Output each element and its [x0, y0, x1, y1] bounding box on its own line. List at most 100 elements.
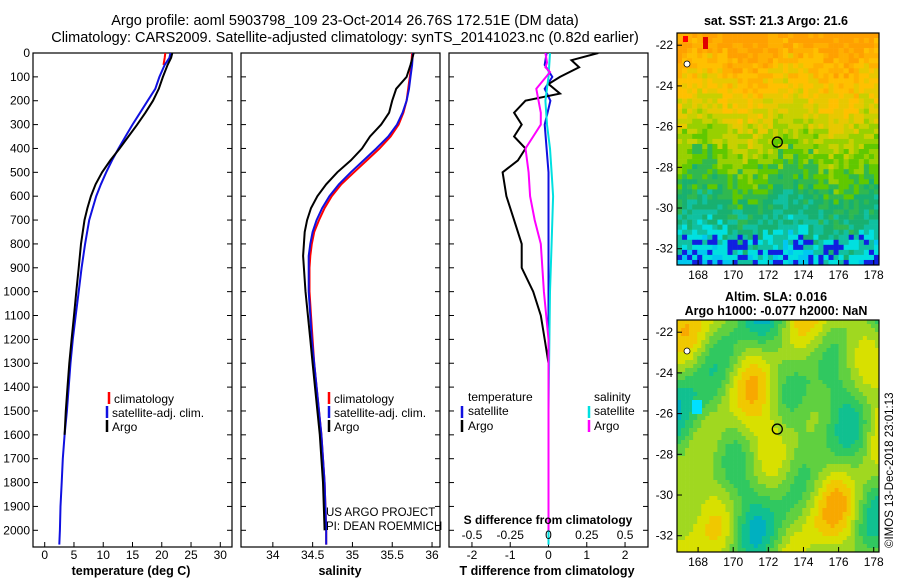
sla-cell — [689, 332, 694, 337]
sla-cell — [769, 440, 775, 445]
sla-cell — [717, 488, 722, 493]
sst-cell — [853, 108, 860, 114]
sla-cell — [814, 320, 819, 325]
sla-cell — [782, 352, 787, 357]
sla-cell — [737, 344, 742, 349]
sla-cell — [717, 508, 722, 513]
sla-cell — [761, 488, 767, 493]
sla-cell — [834, 388, 839, 393]
sla-cell — [749, 436, 755, 441]
sla-cell — [721, 436, 726, 441]
sla-cell — [709, 444, 714, 449]
sst-cell — [833, 179, 839, 185]
sla-cell — [685, 364, 690, 369]
sla-cell — [757, 508, 763, 513]
sla-cell — [870, 404, 876, 409]
sla-cell — [794, 348, 799, 353]
sst-cell — [737, 204, 743, 210]
sst-cell — [803, 138, 809, 145]
sst-cell — [747, 229, 754, 236]
sla-cell — [713, 348, 718, 353]
sla-cell — [765, 460, 771, 465]
sst-cell — [823, 78, 829, 84]
sst-cell — [692, 78, 698, 84]
sla-cell — [709, 516, 714, 521]
sla-cell — [842, 348, 847, 353]
sst-cell — [687, 128, 693, 135]
sla-cell — [838, 452, 843, 457]
sla-cell — [822, 460, 827, 465]
sla-cell — [721, 384, 726, 389]
sla-cell — [709, 332, 714, 337]
sla-cell — [870, 492, 876, 497]
sst-cell — [772, 224, 779, 230]
sla-cell — [709, 520, 714, 525]
sla-cell — [721, 344, 726, 349]
sla-cell — [737, 548, 742, 553]
sst-cell — [722, 164, 728, 170]
sst-cell — [722, 179, 728, 185]
sst-cell — [717, 43, 723, 49]
sla-cell — [782, 336, 787, 341]
sst-cell — [833, 33, 839, 39]
sla-cell — [773, 544, 779, 549]
sla-cell — [745, 528, 751, 533]
sla-cell — [717, 424, 722, 429]
sla-cell — [741, 524, 746, 529]
sla-cell — [769, 488, 775, 493]
sla-cell — [769, 516, 775, 521]
sla-cell — [854, 320, 860, 325]
sla-cell — [749, 400, 755, 405]
sla-cell — [826, 364, 831, 369]
sla-cell — [818, 344, 823, 349]
sla-cell — [874, 428, 880, 433]
sla-cell — [822, 352, 827, 357]
sla-cell — [745, 336, 751, 341]
sst-cell — [752, 43, 759, 49]
sst-cell — [813, 199, 819, 205]
sla-cell — [773, 536, 779, 541]
sst-cell — [848, 239, 855, 246]
sla-cell — [705, 384, 710, 389]
sla-cell — [802, 320, 807, 325]
sst-cell — [808, 138, 814, 145]
sla-cell — [846, 492, 852, 497]
sst-cell — [798, 159, 804, 165]
sst-cell — [742, 133, 748, 140]
sla-cell — [733, 392, 738, 397]
sla-cell — [705, 396, 710, 401]
sst-cell — [778, 179, 784, 185]
sla-cell — [870, 340, 876, 345]
sla-cell — [697, 524, 702, 529]
sla-cell — [769, 528, 775, 533]
sst-cell — [818, 103, 824, 109]
sst-cell — [798, 133, 804, 140]
sst-cell — [757, 234, 764, 241]
sla-cell — [866, 388, 872, 393]
sst-cell — [798, 219, 804, 225]
sst-cell — [818, 244, 824, 251]
sst-cell — [712, 209, 718, 215]
sst-cell — [717, 259, 723, 266]
sla-cell — [794, 504, 799, 509]
sla-cell — [858, 444, 864, 449]
sst-cell — [788, 159, 794, 165]
sla-cell — [737, 404, 742, 409]
depth-axis: 0100200300400500600700800900100011001200… — [3, 46, 648, 537]
sst-cell — [767, 133, 774, 140]
sst-cell — [843, 179, 849, 185]
sla-cell — [866, 516, 872, 521]
sst-cell — [858, 68, 865, 74]
sst-cell — [788, 154, 794, 160]
sla-cell — [693, 492, 698, 497]
sst-cell — [717, 63, 723, 69]
sla-cell — [866, 392, 872, 397]
sla-cell — [753, 508, 759, 513]
sla-cell — [834, 452, 839, 457]
sla-cell — [818, 496, 823, 501]
depth-tick-label: 300 — [10, 118, 30, 132]
sla-cell — [677, 460, 682, 465]
sst-cell — [818, 118, 824, 125]
sla-cell — [677, 484, 682, 489]
sst-cell — [702, 103, 708, 109]
